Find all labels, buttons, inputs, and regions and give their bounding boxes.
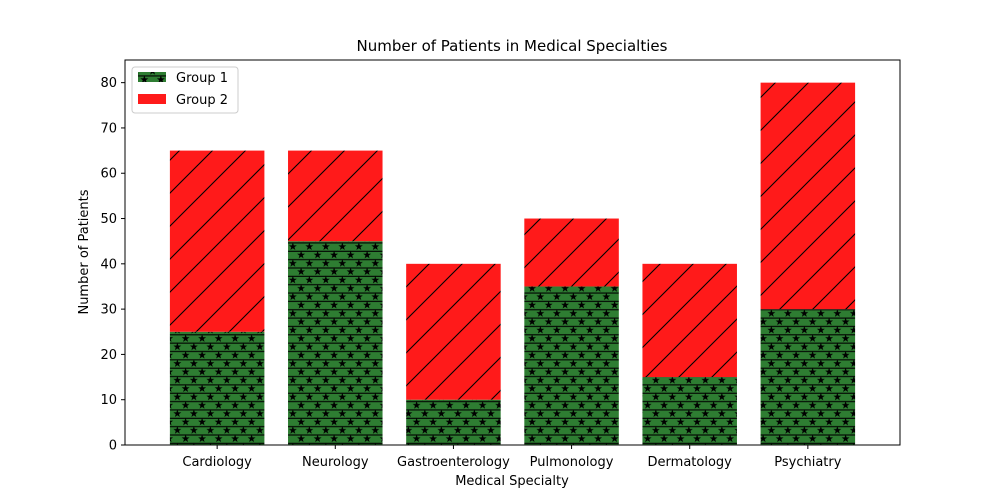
plot-frame <box>124 59 901 446</box>
y-tick-label: 40 <box>100 257 117 272</box>
legend-swatch-group-1 <box>138 72 166 82</box>
y-tick-label: 60 <box>100 167 117 182</box>
y-tick-label: 0 <box>109 439 117 454</box>
legend-swatch-group-2 <box>138 94 166 104</box>
chart-title: Number of Patients in Medical Specialtie… <box>357 37 668 55</box>
bars-layer <box>169 82 856 445</box>
bar-pulmonology-group-1 <box>524 286 619 445</box>
legend: Group 1 Group 2 <box>131 66 239 114</box>
bar-cardiology-group-1 <box>169 331 265 445</box>
x-tick-label: Cardiology <box>182 455 252 470</box>
bar-gastroenterology-group-2 <box>406 263 501 400</box>
x-tick-label: Gastroenterology <box>397 455 510 470</box>
bar-pulmonology-group-2 <box>524 218 619 287</box>
bar-psychiatry-group-1 <box>760 309 856 445</box>
bar-dermatology-group-2 <box>642 263 737 378</box>
bar-gastroenterology-group-1 <box>406 399 501 445</box>
y-axis: 0 10 20 30 40 50 60 70 80 <box>100 76 125 454</box>
y-tick-label: 50 <box>100 212 117 227</box>
x-tick-label: Dermatology <box>648 455 733 470</box>
bar-dermatology-group-1 <box>642 377 737 445</box>
y-axis-label: Number of Patients <box>77 189 92 314</box>
y-tick-label: 30 <box>100 303 117 318</box>
y-tick-label: 80 <box>100 76 117 91</box>
legend-label-group-1: Group 1 <box>176 71 228 86</box>
bar-cardiology-group-2 <box>169 150 265 332</box>
bar-psychiatry-group-2 <box>760 82 856 310</box>
x-axis: Cardiology Neurology Gastroenterology Pulmo… <box>182 445 842 470</box>
bar-neurology-group-2 <box>288 150 383 242</box>
x-tick-label: Pulmonology <box>530 455 614 470</box>
x-tick-label: Neurology <box>302 455 369 470</box>
x-axis-label: Medical Specialty <box>455 474 569 489</box>
x-tick-label: Psychiatry <box>774 455 841 470</box>
legend-label-group-2: Group 2 <box>176 93 228 108</box>
y-tick-label: 10 <box>100 393 117 408</box>
bar-neurology-group-1 <box>288 241 383 445</box>
y-tick-label: 20 <box>100 348 117 363</box>
y-tick-label: 70 <box>100 121 117 136</box>
